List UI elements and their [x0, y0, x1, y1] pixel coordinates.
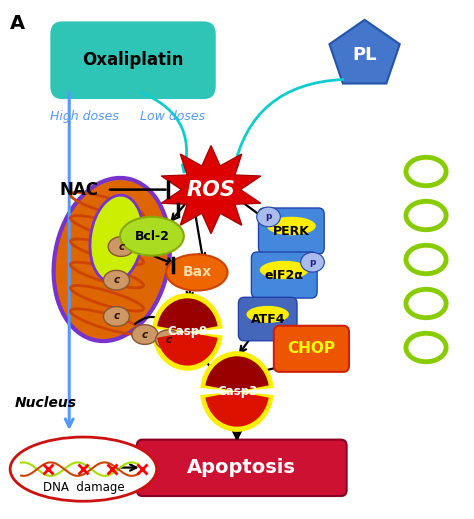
Polygon shape [329, 20, 400, 84]
FancyBboxPatch shape [251, 252, 317, 298]
Wedge shape [152, 293, 223, 332]
Ellipse shape [103, 270, 129, 290]
Wedge shape [157, 332, 218, 365]
FancyBboxPatch shape [238, 297, 297, 341]
Text: Low doses: Low doses [140, 110, 205, 123]
Ellipse shape [132, 325, 158, 345]
Text: c: c [113, 311, 119, 321]
Ellipse shape [257, 207, 280, 227]
Wedge shape [201, 351, 273, 391]
FancyBboxPatch shape [274, 326, 349, 372]
Text: High doses: High doses [50, 110, 119, 123]
Text: Nucleus: Nucleus [15, 396, 77, 410]
Ellipse shape [10, 437, 156, 501]
Text: DNA  damage: DNA damage [43, 481, 124, 494]
Wedge shape [157, 298, 218, 332]
Ellipse shape [260, 261, 309, 279]
Wedge shape [205, 356, 269, 391]
Wedge shape [152, 332, 223, 371]
Text: Oxaliplatin: Oxaliplatin [82, 51, 184, 69]
Ellipse shape [301, 252, 324, 272]
Ellipse shape [267, 217, 316, 235]
Text: Casp3: Casp3 [217, 385, 257, 398]
Ellipse shape [54, 178, 170, 341]
Text: p: p [310, 258, 316, 267]
Text: Bax: Bax [182, 265, 211, 279]
Text: p: p [265, 212, 272, 222]
Text: NAC: NAC [59, 181, 98, 199]
Text: CHOP: CHOP [287, 342, 336, 356]
Ellipse shape [108, 237, 134, 256]
Text: Apoptosis: Apoptosis [187, 458, 296, 477]
Ellipse shape [103, 307, 129, 326]
Text: A: A [10, 13, 25, 33]
Text: Casp9: Casp9 [167, 325, 208, 338]
Text: PL: PL [352, 46, 377, 64]
FancyBboxPatch shape [137, 440, 346, 496]
Text: c: c [118, 241, 124, 252]
Ellipse shape [90, 195, 143, 282]
Text: ROS: ROS [187, 180, 236, 200]
Ellipse shape [120, 217, 184, 256]
FancyBboxPatch shape [258, 208, 324, 254]
Ellipse shape [246, 306, 289, 323]
Ellipse shape [166, 254, 228, 291]
Wedge shape [205, 391, 269, 427]
FancyBboxPatch shape [50, 21, 216, 99]
Text: eIF2α: eIF2α [265, 268, 304, 281]
Text: c: c [165, 335, 172, 345]
Polygon shape [161, 146, 261, 234]
Text: PERK: PERK [273, 225, 310, 238]
Text: ATF4: ATF4 [250, 312, 285, 325]
Text: c: c [113, 275, 119, 285]
Ellipse shape [155, 330, 182, 350]
Text: c: c [142, 330, 148, 339]
Wedge shape [201, 391, 273, 432]
Text: Bcl-2: Bcl-2 [135, 230, 169, 243]
